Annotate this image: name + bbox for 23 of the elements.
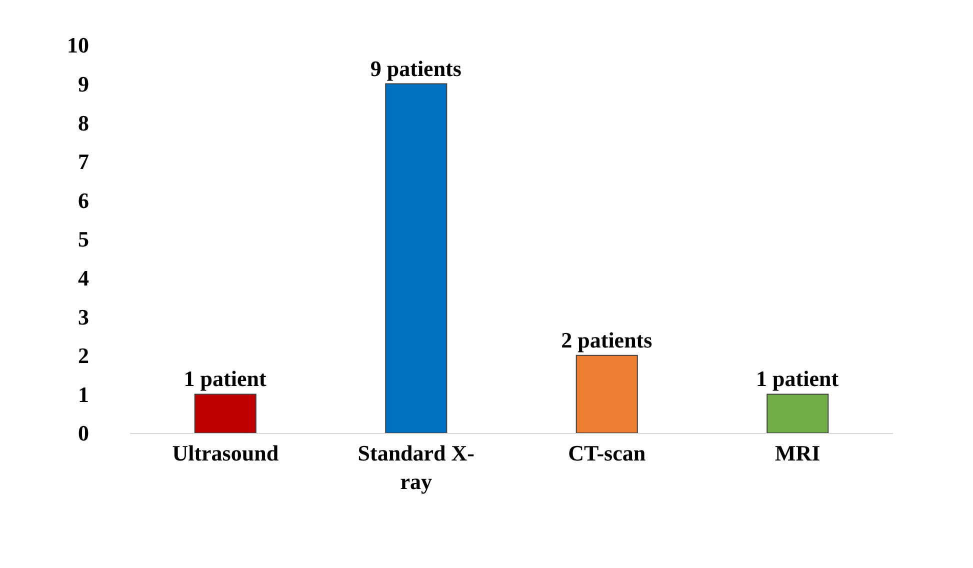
y-tick-label: 9 — [78, 72, 89, 96]
bar — [194, 394, 256, 433]
bar — [576, 354, 638, 433]
y-tick-label: 1 — [78, 382, 89, 407]
bar — [766, 394, 829, 433]
y-tick-label: 8 — [78, 110, 89, 136]
y-tick-label: 5 — [78, 226, 89, 252]
y-tick-label: 6 — [78, 188, 89, 213]
x-tick-label: Ultrasound — [172, 440, 279, 466]
y-tick-label: 0 — [78, 420, 89, 446]
y-tick-label: 4 — [78, 266, 89, 290]
data-label: 2 patients — [561, 327, 653, 352]
x-tick-label: Standard X-ray — [358, 440, 475, 494]
y-tick-label: 7 — [78, 149, 89, 174]
bar — [385, 83, 448, 433]
y-tick-label: 3 — [78, 304, 89, 330]
y-tick-label: 2 — [78, 343, 89, 368]
data-label: 9 patients — [370, 56, 462, 81]
y-tick-label: 10 — [67, 32, 89, 58]
data-label: 1 patient — [756, 366, 840, 392]
x-tick-label: CT-scan — [568, 440, 646, 466]
x-tick-label: MRI — [775, 440, 820, 466]
data-label: 1 patient — [184, 366, 267, 392]
